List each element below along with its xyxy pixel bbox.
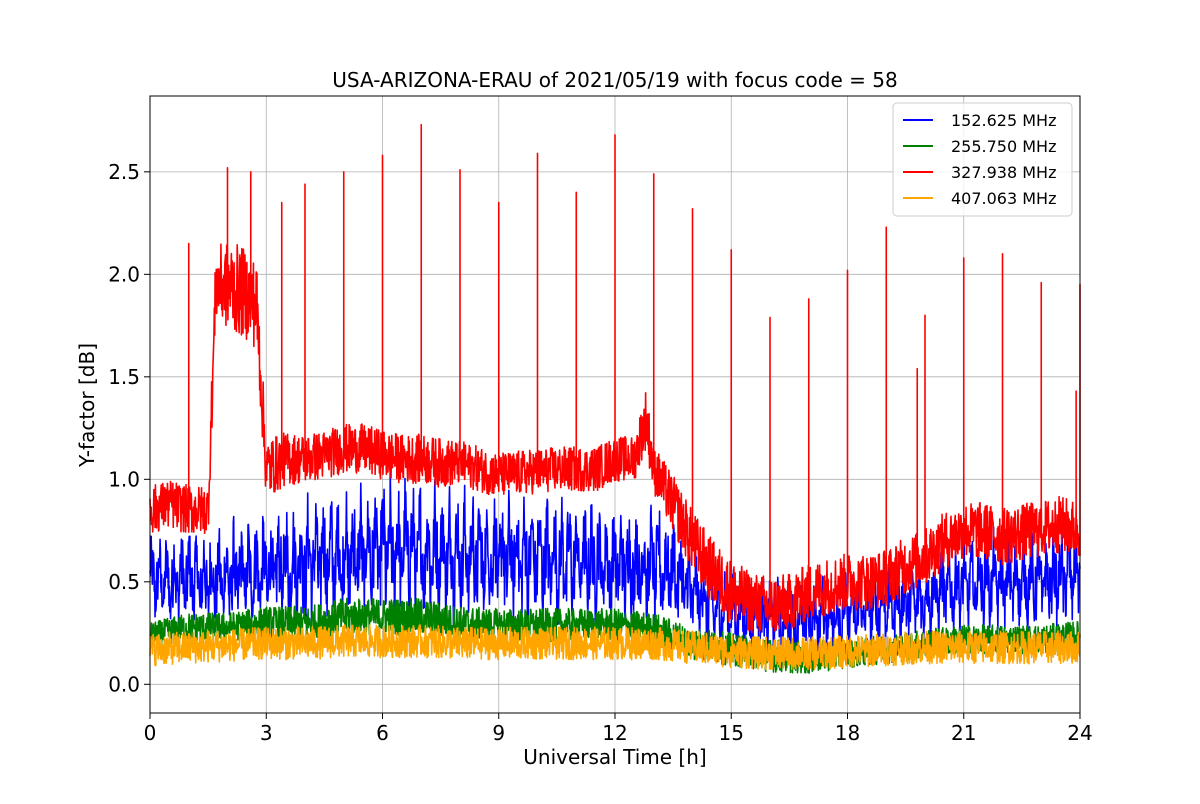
y-tick-label: 1.5 [108, 365, 140, 389]
x-tick-label: 3 [260, 721, 273, 745]
series-group [149, 123, 1081, 674]
chart-title: USA-ARIZONA-ERAU of 2021/05/19 with focu… [332, 68, 897, 92]
y-axis-label: Y-factor [dB] [75, 343, 99, 468]
y-axis-ticks: 0.0 0.5 1.0 1.5 2.0 2.5 [108, 160, 150, 696]
legend-label-series-2: 255.750 MHz [951, 137, 1056, 156]
x-tick-label: 24 [1067, 721, 1092, 745]
x-tick-label: 12 [602, 721, 627, 745]
legend-label-series-4: 407.063 MHz [951, 189, 1056, 208]
x-tick-label: 15 [719, 721, 744, 745]
x-tick-label: 6 [376, 721, 389, 745]
series-line-3 [149, 123, 1081, 634]
y-tick-label: 1.0 [108, 467, 140, 491]
x-tick-label: 0 [144, 721, 157, 745]
x-tick-label: 21 [951, 721, 976, 745]
y-tick-label: 0.0 [108, 672, 140, 696]
legend: 152.625 MHz 255.750 MHz 327.938 MHz 407.… [892, 102, 1073, 217]
y-tick-label: 0.5 [108, 570, 140, 594]
series-line-1 [149, 470, 1081, 664]
series-line-4 [149, 624, 1081, 671]
x-tick-label: 9 [492, 721, 505, 745]
y-tick-label: 2.0 [108, 262, 140, 286]
x-tick-label: 18 [835, 721, 860, 745]
legend-label-series-3: 327.938 MHz [951, 163, 1056, 182]
legend-box [892, 102, 1073, 217]
legend-label-series-1: 152.625 MHz [951, 111, 1056, 130]
x-axis-ticks: 0 3 6 9 12 15 18 21 24 [144, 713, 1093, 745]
y-tick-label: 2.5 [108, 160, 140, 184]
x-axis-label: Universal Time [h] [523, 745, 706, 769]
